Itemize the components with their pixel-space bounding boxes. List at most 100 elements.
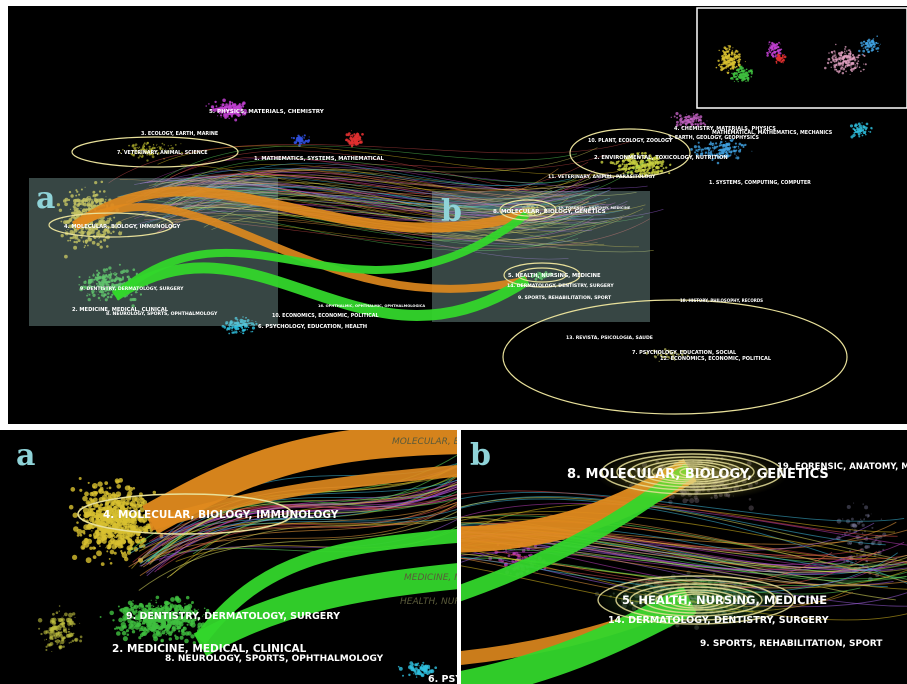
journal-dot — [643, 170, 646, 173]
journal-dot — [104, 228, 108, 232]
journal-dot — [152, 608, 157, 613]
journal-dot — [841, 63, 844, 67]
journal-dot — [110, 272, 113, 276]
journal-dot — [408, 673, 411, 677]
journal-dot — [681, 126, 684, 129]
journal-dot — [124, 556, 129, 562]
journal-dot — [683, 118, 687, 123]
journal-dot — [873, 45, 876, 48]
journal-dot — [695, 120, 697, 122]
journal-dot — [92, 555, 97, 559]
journal-dot — [671, 354, 675, 357]
journal-dot — [131, 144, 135, 148]
citation-link — [164, 171, 583, 198]
journal-dot — [136, 540, 138, 542]
journal-dot — [82, 198, 84, 200]
journal-dot — [848, 55, 851, 59]
journal-dot — [117, 284, 118, 286]
journal-dot — [133, 604, 139, 610]
journal-dot — [711, 158, 714, 162]
journal-dot — [708, 158, 710, 160]
journal-dot — [119, 511, 121, 513]
journal-dot — [130, 524, 136, 530]
journal-dot — [184, 638, 189, 644]
journal-dot — [81, 199, 85, 203]
journal-dot — [639, 170, 643, 173]
journal-dot — [182, 626, 186, 629]
journal-dot — [91, 289, 95, 294]
citation-link — [145, 516, 457, 563]
journal-dot — [104, 298, 108, 302]
journal-dot — [690, 117, 694, 121]
journal-dot — [841, 61, 843, 63]
journal-dot — [858, 124, 862, 128]
ellipse-molecular-right-inner — [509, 203, 547, 217]
journal-dot — [740, 143, 744, 147]
journal-dot — [171, 146, 174, 150]
journal-dot — [87, 204, 90, 207]
journal-dot — [839, 65, 841, 67]
journal-dot — [67, 631, 70, 633]
journal-dot — [727, 59, 730, 62]
journal-dot — [600, 160, 604, 164]
journal-dot — [776, 57, 778, 59]
journal-dot — [835, 43, 837, 46]
journal-dot — [63, 615, 64, 617]
journal-dot — [108, 557, 111, 560]
journal-dot — [304, 139, 308, 143]
journal-dot — [356, 140, 359, 142]
ellipse-psychology-right — [502, 299, 848, 415]
journal-dot — [733, 145, 735, 148]
journal-dot — [81, 546, 85, 550]
journal-dot — [648, 166, 652, 170]
journal-dot — [114, 536, 116, 539]
citation-link — [152, 175, 600, 199]
journal-dot — [167, 152, 169, 154]
journal-dot — [132, 154, 134, 156]
journal-dot — [856, 62, 859, 65]
journal-dot — [110, 232, 113, 235]
journal-dot — [110, 537, 116, 543]
journal-dot — [107, 292, 110, 295]
journal-dot — [867, 48, 869, 50]
journal-dot — [229, 113, 232, 116]
journal-dot — [725, 140, 727, 142]
journal-dot — [718, 63, 721, 66]
journal-dot — [866, 39, 869, 42]
journal-dot — [228, 108, 230, 111]
journal-dot — [833, 61, 836, 63]
journal-dot — [88, 204, 92, 208]
citation-link — [138, 511, 457, 591]
journal-dot — [704, 123, 707, 126]
journal-dot — [154, 152, 156, 154]
journal-dot — [136, 146, 138, 149]
journal-dot — [231, 101, 234, 104]
journal-dot — [87, 244, 89, 247]
journal-dot — [98, 219, 102, 224]
journal-dot — [120, 527, 123, 529]
journal-dot — [117, 626, 120, 629]
journal-dot — [626, 155, 628, 158]
journal-dot — [744, 73, 747, 76]
journal-dot — [94, 529, 100, 535]
overview-inset-thumbnail — [696, 7, 907, 109]
journal-dot — [226, 111, 230, 115]
journal-dot — [241, 114, 244, 116]
journal-dot — [239, 108, 243, 113]
journal-dot — [661, 160, 665, 164]
journal-dot — [838, 64, 840, 66]
journal-dot — [639, 173, 642, 175]
journal-dot — [225, 111, 227, 113]
journal-dot — [699, 122, 703, 126]
journal-dot — [834, 68, 836, 71]
zoom-a-label: 2. MEDICINE, MEDICAL, CLINICAL — [112, 643, 307, 655]
journal-dot — [120, 549, 123, 553]
journal-dot — [359, 136, 361, 139]
journal-dot — [221, 110, 223, 112]
journal-dot — [840, 59, 842, 61]
journal-dot — [771, 51, 775, 54]
journal-dot — [735, 155, 737, 157]
journal-dot — [747, 79, 750, 82]
link-molecular-to-health — [72, 203, 528, 293]
